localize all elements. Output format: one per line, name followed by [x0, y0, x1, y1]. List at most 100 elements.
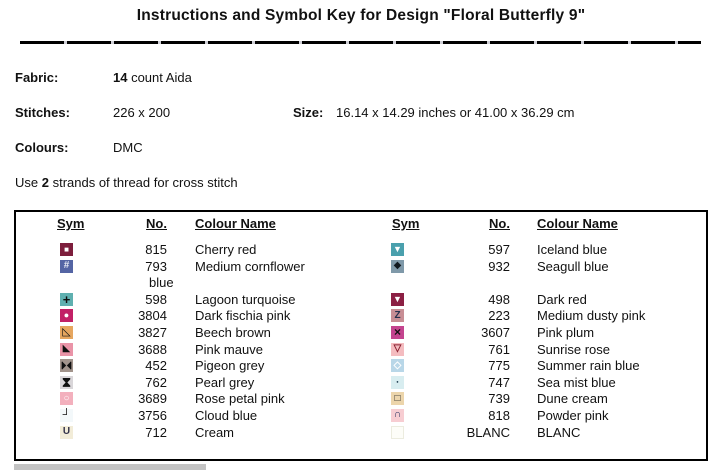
stitch-symbol-793: # — [60, 259, 73, 273]
colour-name: Pigeon grey — [195, 358, 265, 374]
colour-name: Medium dusty pink — [537, 308, 646, 324]
stitch-symbol-712: U — [60, 425, 73, 439]
key-row: 452 Pigeon grey ◇ 775 Summer rain blue — [16, 358, 706, 375]
colours-row: Colours: DMC — [15, 140, 143, 155]
thread-number: BLANC — [466, 424, 510, 440]
key-row: 762 Pearl grey ● 747 Sea mist blue — [16, 375, 706, 392]
stitch-symbol-3688: ◣ — [60, 342, 73, 356]
stitch-symbol-223: Z — [391, 309, 404, 323]
page-title: Instructions and Symbol Key for Design "… — [136, 7, 586, 24]
key-row: ┘ 3756 Cloud blue ∩ 818 Powder pink — [16, 408, 706, 425]
thread-number: 712 — [145, 424, 167, 440]
dashed-separator — [20, 41, 701, 44]
fabric-count: 14 — [113, 70, 128, 85]
thread-number: 3688 — [138, 341, 167, 357]
key-row: #793 Medium cornflower ◆ 932 Seagull blue — [16, 259, 706, 276]
stitch-symbol-818: ∩ — [391, 408, 404, 422]
header-sym-right: Sym — [392, 216, 420, 231]
colour-name: Pink plum — [537, 324, 595, 340]
strands-suffix: strands of thread for cross stitch — [48, 175, 238, 190]
thread-number: 793 — [145, 258, 167, 274]
thread-number: 761 — [488, 341, 510, 357]
fabric-label: Fabric: — [15, 70, 59, 85]
thread-number: 932 — [488, 258, 510, 274]
stitch-symbol-3756: ┘ — [60, 408, 73, 422]
colour-name: Dark fischia pink — [195, 308, 291, 324]
key-row: +598 Lagoon turquoise ▼ 498 Dark red — [16, 292, 706, 309]
stitch-symbol-932: ◆ — [391, 259, 404, 273]
fabric-value: count Aida — [127, 70, 192, 85]
thread-number: 818 — [488, 407, 510, 423]
stitches-label: Stitches: — [15, 105, 70, 120]
colour-name: BLANC — [537, 424, 581, 440]
stitch-symbol-3804: ● — [60, 309, 73, 323]
thread-number: 739 — [488, 391, 510, 407]
colour-name: Summer rain blue — [537, 358, 640, 374]
size-label: Size: — [293, 105, 324, 120]
key-row: ■ 815 Cherry red ▼ 597 Iceland blue — [16, 242, 706, 259]
header-sym-left: Sym — [57, 216, 85, 231]
colour-name: Lagoon turquoise — [195, 291, 296, 307]
key-row: ◺ 3827 Beech brown × 3607 Pink plum — [16, 325, 706, 342]
fabric-row: Fabric: 14 count Aida — [15, 70, 192, 85]
colours-value: DMC — [113, 140, 143, 155]
stitch-symbol-3827: ◺ — [60, 325, 73, 339]
header-no-left: No. — [146, 216, 167, 231]
strands-note: Use 2 strands of thread for cross stitch — [15, 175, 238, 190]
colour-name: Beech brown — [195, 324, 271, 340]
stitch-symbol-3689: ○ — [60, 392, 73, 406]
colour-name: Cloud blue — [195, 407, 258, 423]
stitch-symbol-775: ◇ — [391, 359, 404, 373]
colour-name: Pearl grey — [195, 374, 255, 390]
colour-name: Seagull blue — [537, 258, 609, 274]
thread-number: 3689 — [138, 391, 167, 407]
key-rows: ■ 815 Cherry red ▼ 597 Iceland blue #793 Medium… — [16, 242, 706, 441]
header-name-right: Colour Name — [537, 216, 618, 231]
colour-name: Dune cream — [537, 391, 608, 407]
thread-number: 597 — [488, 242, 510, 257]
stitch-symbol-762 — [60, 375, 73, 389]
key-row-continuation: blue — [16, 275, 706, 292]
size-value: 16.14 x 14.29 inches or 41.00 x 36.29 cm — [336, 105, 575, 120]
thread-number: 598 — [145, 291, 167, 307]
header-name-left: Colour Name — [195, 216, 276, 231]
colour-name: Medium cornflower — [195, 258, 305, 274]
thread-number: 452 — [145, 358, 167, 374]
thread-number: 498 — [488, 291, 510, 307]
stitch-symbol-739: □ — [391, 392, 404, 406]
strands-count: 2 — [41, 175, 49, 190]
stitches-row: Stitches: 226 x 200 Size: 16.14 x 14.29 i… — [15, 105, 705, 120]
key-row: ● 3804 Dark fischia pink Z 223 Medium dusty p… — [16, 308, 706, 325]
thread-number: 3756 — [138, 407, 167, 423]
colour-name: Powder pink — [537, 407, 609, 423]
symbol-key-table: Sym No. Colour Name Sym No. Colour Name … — [14, 210, 708, 461]
thread-number: 762 — [145, 374, 167, 390]
thread-number: 815 — [145, 242, 167, 257]
colour-name-wrap: blue — [149, 275, 174, 291]
colour-name: Rose petal pink — [195, 391, 285, 407]
thread-number: 747 — [488, 374, 510, 390]
colour-name: Cream — [195, 424, 235, 440]
colour-name: Dark red — [537, 291, 587, 307]
colour-name: Iceland blue — [537, 242, 608, 257]
thread-number: 3607 — [481, 324, 510, 340]
colour-name: Sea mist blue — [537, 374, 616, 390]
stitch-symbol-3607: × — [391, 325, 404, 339]
thread-number: 223 — [488, 308, 510, 324]
key-row: U 712 Cream BLANC BLANC — [16, 425, 706, 442]
stitch-symbol-BLANC — [391, 425, 404, 439]
colour-name: Cherry red — [195, 242, 257, 257]
stitches-value: 226 x 200 — [113, 105, 171, 120]
header-no-right: No. — [489, 216, 510, 231]
stitch-symbol-598: + — [60, 292, 73, 306]
colours-label: Colours: — [15, 140, 69, 155]
key-row: ○ 3689 Rose petal pink □ 739 Dune cream — [16, 391, 706, 408]
colour-name: Sunrise rose — [537, 341, 610, 357]
thread-number: 3827 — [138, 324, 167, 340]
stitch-symbol-597: ▼ — [391, 243, 404, 256]
bottom-shadow — [14, 464, 206, 470]
key-row: ◣ 3688 Pink mauve ▽ 761 Sunrise rose — [16, 342, 706, 359]
stitch-symbol-761: ▽ — [391, 342, 404, 356]
stitch-symbol-452 — [60, 359, 73, 373]
